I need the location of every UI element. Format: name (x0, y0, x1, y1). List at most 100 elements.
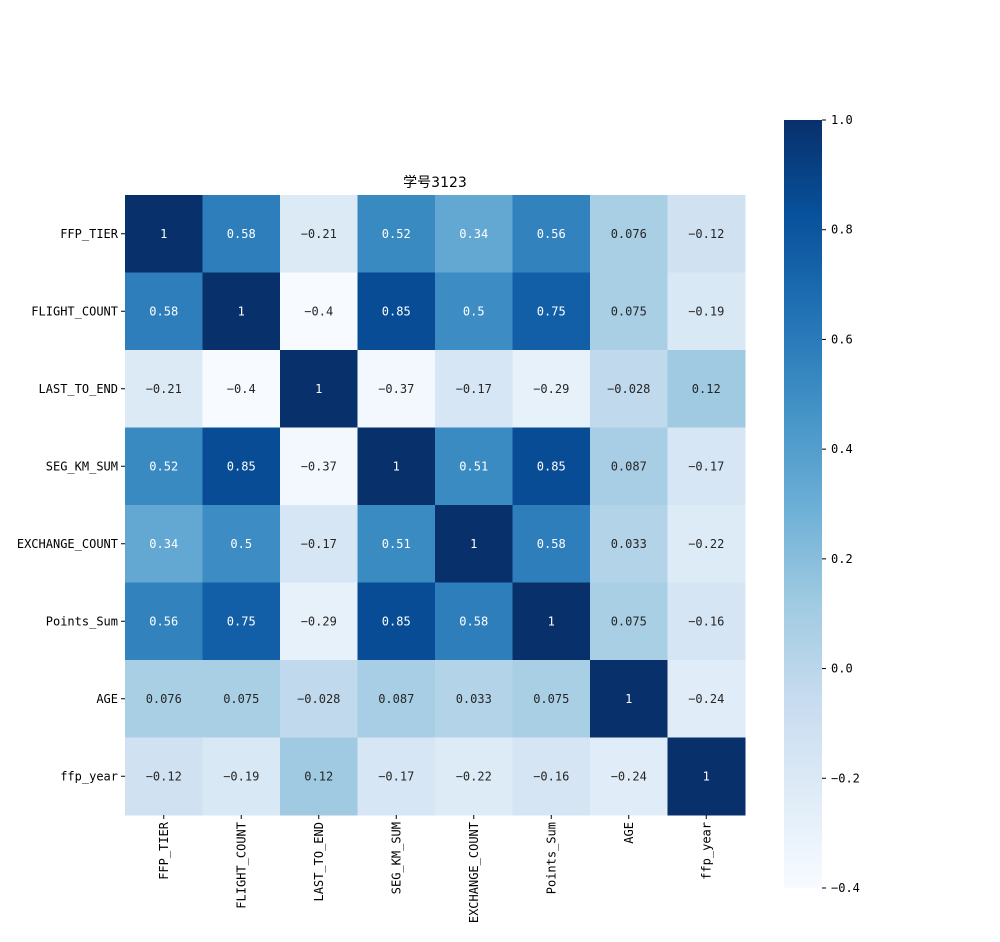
cell-value-label: 0.75 (537, 304, 566, 318)
cell-value-label: −0.24 (611, 769, 647, 783)
cell-value-label: −0.16 (533, 769, 569, 783)
heatmap-cell (435, 505, 513, 583)
y-tick-label: FLIGHT_COUNT (31, 304, 118, 318)
colorbar-tick-label: 0.4 (831, 442, 853, 456)
cell-value-label: −0.19 (688, 304, 724, 318)
y-tick-label: Points_Sum (46, 614, 118, 628)
colorbar-tick-label: 0.8 (831, 223, 853, 237)
heatmap-cell (667, 660, 746, 738)
heatmap-cell (202, 350, 281, 428)
heatmap-cell (435, 195, 513, 273)
cell-value-label: 0.033 (456, 692, 492, 706)
heatmap-cell (280, 350, 358, 428)
heatmap-cell (590, 582, 668, 661)
x-tick-label: FFP_TIER (157, 821, 171, 880)
heatmap-cell (280, 272, 358, 351)
cell-value-label: 0.076 (146, 692, 182, 706)
cell-value-label: 0.5 (230, 537, 252, 551)
cell-value-label: −0.24 (688, 692, 724, 706)
heatmap-cell (202, 505, 281, 583)
cell-value-label: 1 (703, 769, 710, 783)
heatmap-cell (590, 737, 668, 816)
heatmap-cell (512, 660, 591, 738)
x-tick-label: SEG_KM_SUM (389, 822, 403, 894)
heatmap-cell (590, 427, 668, 506)
colorbar-tick-label: 0.6 (831, 332, 853, 346)
x-tick-label: LAST_TO_END (312, 822, 326, 901)
cell-value-label: 0.12 (692, 382, 721, 396)
cell-value-label: 0.087 (611, 459, 647, 473)
cell-value-label: −0.17 (378, 769, 414, 783)
cell-value-label: −0.29 (301, 614, 337, 628)
cell-value-label: −0.29 (533, 382, 569, 396)
heatmap-cell (667, 582, 746, 661)
cell-value-label: 0.12 (304, 769, 333, 783)
colorbar-tick-label: 0.2 (831, 552, 853, 566)
cell-value-label: 1 (625, 692, 632, 706)
cell-value-label: −0.17 (456, 382, 492, 396)
cell-value-label: 0.033 (611, 537, 647, 551)
cell-value-label: 0.85 (537, 459, 566, 473)
cell-value-label: −0.17 (688, 459, 724, 473)
colorbar-tick-label: −0.2 (831, 771, 860, 785)
heatmap-cell (202, 195, 281, 273)
heatmap-cell (202, 737, 281, 816)
heatmap-cell (125, 505, 203, 583)
heatmap-cell (125, 660, 203, 738)
heatmap-cell (667, 737, 746, 816)
heatmap-cell (357, 427, 436, 506)
cell-value-label: 0.51 (382, 537, 411, 551)
heatmap-cell (435, 272, 513, 351)
x-tick-label: FLIGHT_COUNT (234, 822, 248, 909)
cell-value-label: 0.34 (149, 537, 178, 551)
heatmap-cell (590, 195, 668, 273)
colorbar (784, 120, 822, 888)
cell-value-label: 1 (160, 227, 167, 241)
cell-value-label: 0.56 (149, 614, 178, 628)
heatmap-cell (280, 737, 358, 816)
y-tick-label: FFP_TIER (60, 227, 119, 241)
heatmap-cell (590, 660, 668, 738)
heatmap-cell (435, 427, 513, 506)
cell-value-label: 0.58 (227, 227, 256, 241)
heatmap-cell (512, 737, 591, 816)
cell-value-label: 0.075 (533, 692, 569, 706)
cell-value-label: 0.85 (227, 459, 256, 473)
cell-value-label: 0.52 (149, 459, 178, 473)
colorbar-tick-label: −0.4 (831, 881, 860, 895)
heatmap-cell (357, 350, 436, 428)
heatmap-cell (125, 350, 203, 428)
heatmap-cell (202, 272, 281, 351)
cell-value-label: 0.075 (223, 692, 259, 706)
cell-value-label: −0.37 (301, 459, 337, 473)
heatmap-cell (590, 505, 668, 583)
heatmap-cell (512, 505, 591, 583)
heatmap-cell (125, 427, 203, 506)
heatmap-cell (125, 582, 203, 661)
cell-value-label: 0.5 (463, 304, 485, 318)
cell-value-label: 0.58 (459, 614, 488, 628)
heatmap-cell (280, 582, 358, 661)
heatmap-cell (357, 660, 436, 738)
heatmap-cell (357, 272, 436, 351)
heatmap-cell (280, 660, 358, 738)
heatmap-cell (202, 660, 281, 738)
cell-value-label: −0.4 (227, 382, 256, 396)
heatmap-cell (125, 737, 203, 816)
colorbar-tick-label: 0.0 (831, 662, 853, 676)
y-tick-label: AGE (96, 692, 118, 706)
cell-value-label: 1 (470, 537, 477, 551)
heatmap-cell (435, 660, 513, 738)
heatmap-cell (202, 582, 281, 661)
cell-value-label: 1 (548, 614, 555, 628)
cell-value-label: −0.22 (688, 537, 724, 551)
cell-value-label: 0.52 (382, 227, 411, 241)
heatmap-cell (512, 195, 591, 273)
cell-value-label: 1 (238, 304, 245, 318)
x-tick-label: AGE (622, 822, 636, 844)
x-tick-label: ffp_year (699, 822, 713, 880)
heatmap-cell (202, 427, 281, 506)
heatmap-cell (280, 195, 358, 273)
cell-value-label: 0.56 (537, 227, 566, 241)
